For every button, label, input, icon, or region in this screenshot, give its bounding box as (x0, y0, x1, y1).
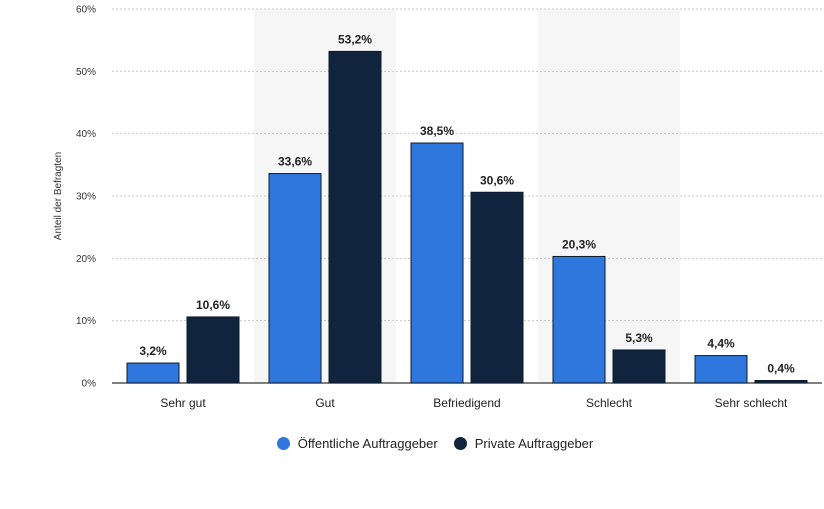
data-label: 20,3% (562, 237, 596, 251)
legend-marker-public (276, 437, 290, 450)
x-tick-label: Sehr gut (160, 396, 206, 410)
y-axis-label: Anteil der Befragten (53, 152, 64, 240)
bar[interactable] (410, 142, 464, 384)
data-label: 38,5% (420, 124, 454, 138)
bar[interactable] (186, 316, 240, 384)
data-label: 3,2% (139, 344, 167, 358)
data-label: 53,2% (338, 32, 372, 46)
x-tick-label: Gut (315, 396, 335, 410)
data-label: 30,6% (480, 173, 514, 187)
x-tick-label: Sehr schlecht (715, 396, 788, 410)
legend: Öffentliche Auftraggeber Private Auftrag… (0, 436, 824, 451)
bar[interactable] (612, 349, 666, 384)
data-label: 10,6% (196, 298, 230, 312)
data-label: 5,3% (625, 331, 653, 345)
legend-item-public[interactable]: Öffentliche Auftraggeber (276, 436, 438, 451)
bar[interactable] (328, 50, 382, 384)
bar[interactable] (470, 191, 524, 384)
data-label: 4,4% (707, 337, 735, 351)
legend-label-private: Private Auftraggeber (474, 436, 594, 451)
data-label: 33,6% (278, 155, 312, 169)
y-tick-label: 10% (76, 316, 96, 327)
y-tick-label: 0% (82, 379, 97, 390)
bar[interactable] (552, 255, 606, 384)
bar[interactable] (126, 362, 180, 384)
y-tick-label: 20% (76, 254, 96, 265)
x-tick-label: Schlecht (586, 396, 633, 410)
legend-label-public: Öffentliche Auftraggeber (297, 436, 438, 451)
bar[interactable] (268, 173, 322, 384)
y-tick-label: 50% (76, 67, 96, 78)
y-tick-label: 60% (76, 5, 96, 16)
legend-item-private[interactable]: Private Auftraggeber (453, 436, 594, 451)
x-tick-label: Befriedigend (433, 396, 500, 410)
bar[interactable] (754, 380, 808, 384)
legend-marker-private (453, 437, 467, 450)
y-tick-label: 30% (76, 192, 96, 203)
bar[interactable] (694, 355, 748, 384)
y-tick-label: 40% (76, 129, 96, 140)
data-label: 0,4% (767, 362, 795, 376)
